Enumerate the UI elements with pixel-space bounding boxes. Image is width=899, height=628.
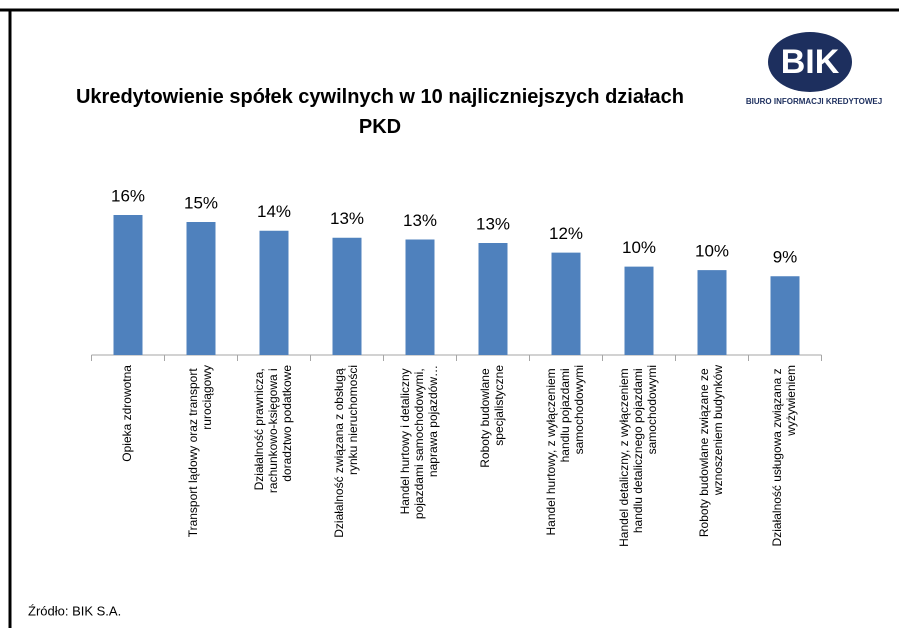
x-tick-label: Działalność usługowa związana z wyżywien…	[770, 365, 798, 546]
bar	[259, 230, 289, 355]
x-tick-label: Transport lądowy oraz transport rurociąg…	[186, 365, 214, 537]
logo-subtitle: BIURO INFORMACJI KREDYTOWEJ	[746, 97, 882, 106]
bar	[624, 266, 654, 355]
data-label: 15%	[184, 193, 218, 212]
x-tick-label: Roboty budowlane związane ze wznoszeniem…	[697, 365, 725, 537]
bar	[332, 237, 362, 355]
data-label: 16%	[111, 186, 145, 205]
bar	[551, 252, 581, 355]
data-label: 10%	[695, 242, 729, 261]
bar	[113, 215, 143, 355]
x-tick-label: Handel detaliczny, z wyłączeniem handlu …	[617, 365, 659, 547]
bar	[478, 243, 508, 355]
data-label: 13%	[476, 214, 510, 233]
x-tick-label: Handel hurtowy i detaliczny pojazdami sa…	[398, 365, 440, 519]
logo-text: BIK	[781, 43, 840, 81]
x-tick-label: Opieka zdrowotna	[120, 365, 134, 462]
data-label: 14%	[257, 202, 291, 221]
x-tick-label: Działalność prawnicza, rachunkowo-księgo…	[252, 365, 294, 493]
data-label: 13%	[403, 211, 437, 230]
x-tick-label: Handel hurtowy, z wyłączeniem handlu poj…	[544, 365, 586, 536]
logo-badge	[768, 32, 852, 92]
data-label: 10%	[622, 238, 656, 257]
bar	[186, 222, 216, 355]
x-tick-label: Działalność związana z obsługą rynku nie…	[332, 365, 360, 538]
data-label: 12%	[549, 224, 583, 243]
source: Źródło: BIK S.A.	[28, 603, 121, 618]
bar	[405, 239, 435, 355]
chart-title: Ukredytowienie spółek cywilnych w 10 naj…	[75, 86, 684, 138]
bar	[697, 270, 727, 355]
bar	[770, 276, 800, 355]
x-tick-label: Roboty budowlane specjalistyczne	[478, 365, 506, 468]
data-label: 9%	[773, 248, 798, 267]
data-label: 13%	[330, 209, 364, 228]
